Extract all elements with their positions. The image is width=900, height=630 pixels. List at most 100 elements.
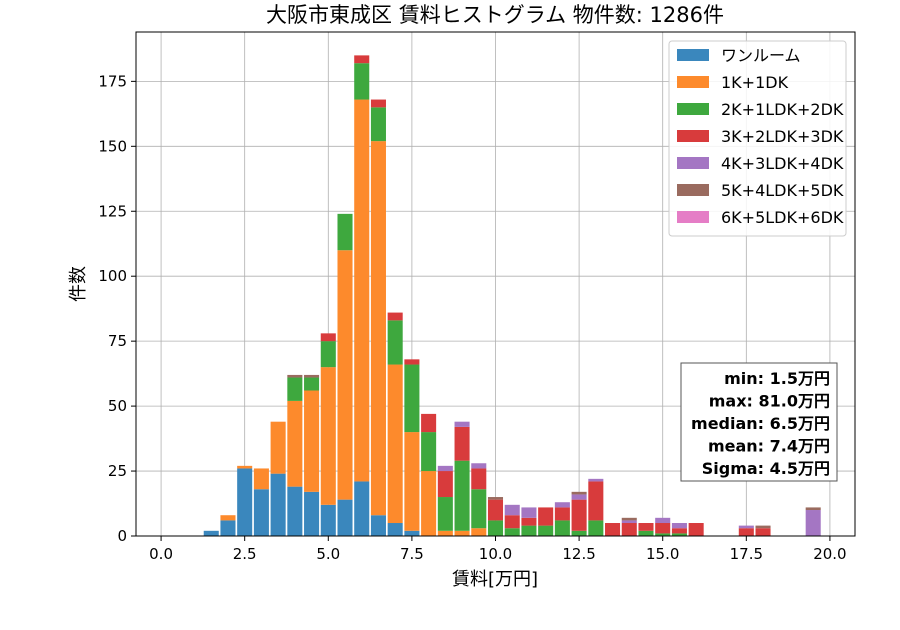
legend-swatch-0	[677, 49, 709, 61]
legend-swatch-1	[677, 76, 709, 88]
legend-swatch-6	[677, 211, 709, 223]
legend-label-1: 1K+1DK	[721, 73, 789, 92]
y-tick-label-7: 175	[98, 72, 127, 90]
bar-s3-x11	[387, 312, 403, 321]
bar-s3-x12	[404, 359, 420, 365]
bar-s5-x32	[805, 507, 821, 511]
bar-s3-x19	[521, 517, 537, 526]
bar-s3-x13	[421, 413, 437, 433]
bar-s2-x16	[471, 489, 487, 529]
bar-s3-x24	[605, 523, 621, 536]
bar-s2-x12	[404, 364, 420, 433]
bar-s4-x21	[554, 502, 570, 508]
legend: ワンルーム 1K+1DK 2K+1LDK+2DK 3K+2LDK+3DK 4K+3LDK…	[668, 40, 847, 237]
bar-s0-x6	[304, 491, 320, 536]
x-tick-label-5: 12.5	[562, 545, 595, 563]
bar-s1-x12	[404, 432, 420, 531]
bar-s3-x29	[688, 523, 704, 536]
bar-s0-x5	[287, 486, 303, 536]
x-tick-label-4: 10.0	[479, 545, 512, 563]
bar-s1-x13	[421, 471, 437, 536]
bar-s1-x15	[454, 530, 470, 536]
bar-s2-x21	[554, 520, 570, 536]
x-tick-label-2: 5.0	[316, 545, 340, 563]
bar-s0-x2	[237, 468, 253, 536]
bar-s1-x8	[337, 250, 353, 500]
bar-s1-x9	[354, 99, 370, 482]
bars	[203, 55, 821, 536]
legend-swatch-2	[677, 103, 709, 115]
bar-s4-x25	[621, 520, 637, 524]
bar-s2-x7	[320, 341, 336, 368]
bar-s4-x22	[571, 494, 587, 500]
bar-s5-x31	[755, 525, 771, 529]
bar-s5-x17	[487, 497, 504, 500]
bar-s3-x28	[671, 528, 687, 534]
x-axis-ticks: 0.0 2.5 5.0 7.5 10.0 12.5 15.0 17.5 20.0	[149, 536, 847, 563]
stats-line-0: min: 1.5万円	[724, 369, 830, 388]
bar-s4-x16	[471, 463, 487, 469]
bar-s3-x25	[621, 523, 637, 536]
bar-s2-x15	[454, 460, 470, 531]
y-tick-label-4: 100	[98, 267, 127, 285]
bar-s3-x22	[571, 499, 587, 531]
bar-s1-x3	[253, 468, 269, 490]
bar-s2-x22	[571, 530, 587, 536]
bar-s2-x17	[487, 520, 504, 536]
legend-box	[668, 40, 847, 237]
x-tick-label-7: 17.5	[730, 545, 763, 563]
bar-s1-x2	[237, 465, 253, 469]
bar-s3-x7	[320, 333, 336, 342]
x-tick-label-8: 20.0	[813, 545, 846, 563]
bar-s3-x31	[755, 528, 771, 536]
bar-s2-x14	[437, 497, 453, 531]
bar-s0-x8	[337, 499, 353, 536]
stats-box	[680, 362, 838, 482]
bar-s1-x4	[270, 421, 286, 474]
bar-s2-x20	[538, 525, 554, 536]
bar-s4-x32	[805, 510, 821, 536]
bar-s2-x10	[370, 107, 386, 142]
bar-s3-x27	[655, 523, 671, 534]
bar-s0-x4	[270, 473, 286, 536]
y-tick-label-6: 150	[98, 137, 127, 155]
stats-line-2: median: 6.5万円	[691, 414, 830, 433]
bar-s2-x27	[655, 533, 671, 536]
bar-s2-x5	[287, 377, 303, 401]
legend-swatch-5	[677, 184, 709, 196]
bar-s2-x13	[421, 432, 437, 472]
y-tick-label-5: 125	[98, 202, 127, 220]
bar-s4-x23	[588, 478, 604, 482]
legend-label-4: 4K+3LDK+4DK	[721, 154, 844, 173]
y-tick-label-0: 0	[117, 527, 127, 545]
bar-s2-x8	[337, 213, 353, 251]
bar-s0-x9	[354, 481, 370, 536]
bar-s3-x21	[554, 507, 570, 521]
bar-s3-x18	[504, 515, 520, 529]
bar-s2-x9	[354, 63, 370, 100]
bar-s3-x14	[437, 471, 453, 498]
bar-s0-x0	[203, 530, 219, 536]
bar-s1-x5	[287, 400, 303, 487]
y-tick-label-3: 75	[108, 332, 127, 350]
bar-s1-x11	[387, 364, 403, 524]
bar-s4-x30	[738, 525, 754, 529]
y-axis-ticks: 0 25 50 75 100 125 150 175	[98, 72, 136, 545]
bar-s3-x9	[354, 55, 370, 64]
legend-label-3: 3K+2LDK+3DK	[721, 127, 844, 146]
bar-s3-x23	[588, 481, 604, 521]
x-tick-label-3: 7.5	[400, 545, 424, 563]
bar-s4-x28	[671, 523, 687, 529]
y-tick-label-2: 50	[108, 397, 127, 415]
bar-s0-x12	[404, 530, 420, 536]
legend-label-5: 5K+4LDK+5DK	[721, 181, 844, 200]
bar-s3-x16	[471, 468, 487, 490]
bar-s4-x27	[655, 517, 671, 524]
legend-label-6: 6K+5LDK+6DK	[721, 208, 844, 227]
x-axis-label: 賃料[万円]	[452, 569, 538, 590]
bar-s5-x22	[571, 491, 587, 495]
bar-s4-x19	[521, 507, 537, 518]
bar-s3-x26	[638, 523, 654, 531]
bar-s1-x10	[370, 141, 386, 516]
